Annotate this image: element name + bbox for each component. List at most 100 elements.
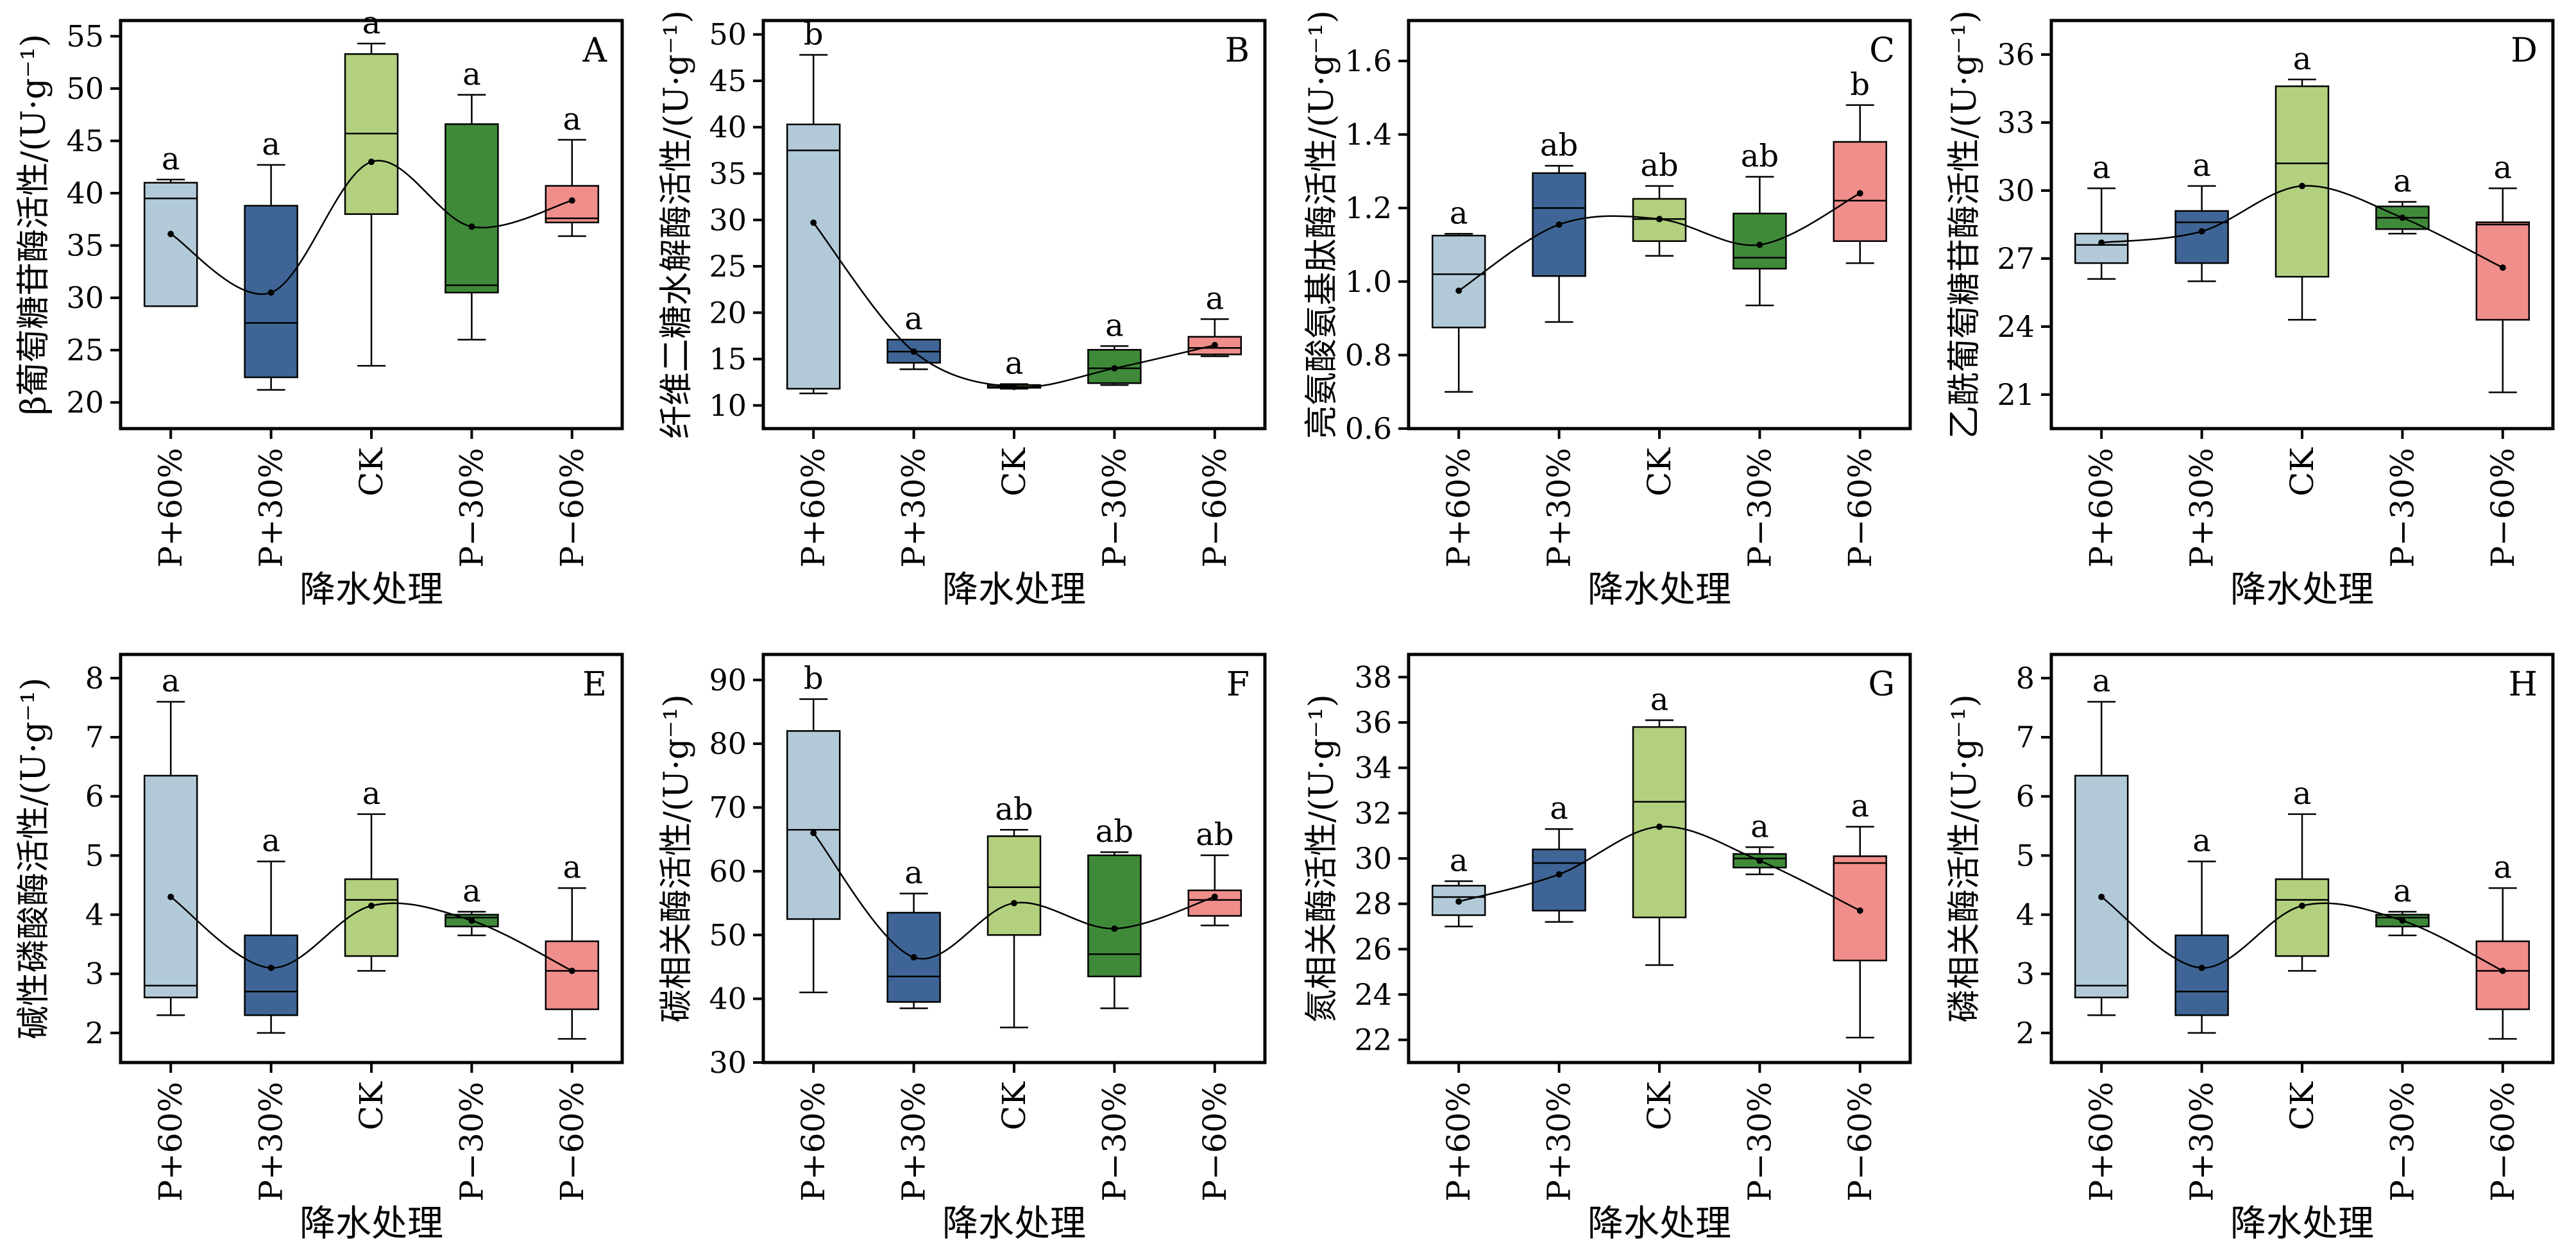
panel-label: B (1225, 31, 1250, 70)
significance-letter: b (1850, 67, 1870, 103)
iqr-box (2275, 878, 2330, 957)
significance-letter: ab (1540, 127, 1578, 163)
y-tick-label: 21 (1997, 377, 2035, 412)
y-tick-label: 50 (66, 71, 104, 106)
mean-point (1656, 216, 1663, 223)
x-tick-label: P−60% (554, 448, 591, 568)
significance-letter: a (1550, 790, 1568, 826)
box-5: ab (1187, 817, 1242, 926)
x-tick-label: P+30% (2183, 1082, 2221, 1202)
significance-letter: b (804, 661, 824, 697)
iqr-box (445, 123, 499, 294)
y-tick-label: 0.6 (1345, 411, 1392, 446)
significance-letter: a (563, 101, 581, 137)
y-tick-label: 36 (1354, 705, 1392, 740)
x-axis-title: 降水处理 (942, 569, 1086, 611)
mean-point (2198, 964, 2205, 971)
panel-c: 0.6 0.8 1.0 1.2 1.4 1.6 a ab ab ab b P+60% P+30% CK P−… (1303, 10, 1912, 611)
box-1: a (1431, 842, 1486, 928)
mean-point (1211, 893, 1218, 900)
x-tick-label: P−60% (1196, 1082, 1233, 1202)
y-tick-label: 5 (2016, 838, 2035, 873)
mean-point (267, 289, 275, 296)
mean-point (1756, 241, 1763, 248)
x-tick-label: P−30% (453, 448, 490, 568)
significance-letter: a (904, 855, 923, 891)
y-tick-label: 90 (709, 663, 747, 697)
y-tick-label: 27 (1997, 241, 2035, 276)
y-tick-label: 33 (1997, 105, 2035, 140)
iqr-box (344, 878, 399, 957)
panel-e: 2 3 4 5 6 7 8 a a a a a P+60% P+30% CK P−30% P−60% E 降水处理 碱… (15, 653, 624, 1245)
iqr-box (1087, 854, 1142, 978)
iqr-box (1733, 212, 1787, 270)
y-tick-label: 50 (709, 17, 747, 52)
x-tick-label: CK (1641, 1080, 1678, 1130)
box-4: a (1733, 808, 1787, 875)
mean-point (1856, 907, 1863, 914)
significance-letter: ab (995, 791, 1033, 827)
box-1: b (786, 661, 841, 993)
x-axis-title: 降水处理 (1588, 569, 1731, 611)
y-tick-label: 8 (2016, 661, 2035, 696)
mean-point (2299, 182, 2305, 189)
x-tick-label: CK (353, 447, 390, 496)
box-1: a (2074, 149, 2129, 280)
x-tick-label: P−60% (2484, 1082, 2521, 1202)
mean-point (2399, 917, 2406, 924)
box-5: a (2475, 149, 2530, 393)
box-1: a (143, 663, 198, 1016)
y-tick-label: 20 (66, 385, 104, 420)
box-1: a (143, 141, 198, 307)
x-axis-title: 降水处理 (1588, 1203, 1731, 1245)
panel-g: 22 24 26 28 30 32 34 36 38 a a a a a P+60% P+30% CK P−30%… (1303, 653, 1912, 1245)
y-tick-label: 4 (2016, 898, 2035, 932)
box-4: ab (1087, 814, 1142, 1009)
x-tick-label: P+60% (795, 448, 832, 568)
y-tick-label: 15 (709, 342, 747, 377)
iqr-box (1431, 885, 1486, 916)
y-tick-label: 35 (709, 157, 747, 191)
significance-letter: a (2192, 148, 2211, 184)
mean-trend-line (2101, 896, 2504, 972)
x-tick-label: P+30% (253, 1082, 290, 1202)
mean-point (1011, 900, 1017, 907)
mean-point (568, 968, 575, 975)
x-tick-label: P+30% (895, 1082, 933, 1202)
significance-letter: a (462, 56, 481, 92)
y-tick-label: 30 (66, 280, 104, 315)
x-tick-label: P−30% (1096, 1082, 1133, 1202)
significance-letter: a (2092, 149, 2111, 185)
y-tick-label: 10 (709, 388, 747, 423)
x-tick-label: P+30% (253, 448, 290, 568)
y-tick-label: 30 (709, 203, 747, 237)
y-tick-label: 45 (709, 64, 747, 98)
significance-letter: ab (1640, 148, 1678, 184)
panel-a: 20 25 30 35 40 45 50 55 a a a a a P+60% P+30% CK P−30% P−… (15, 5, 624, 611)
y-tick-label: 5 (85, 838, 104, 873)
significance-letter: a (1450, 195, 1468, 231)
significance-letter: a (1005, 346, 1024, 382)
box-2: a (244, 126, 298, 391)
mean-point (2399, 214, 2406, 221)
y-tick-label: 7 (85, 720, 104, 755)
significance-letter: a (162, 141, 180, 177)
y-tick-label: 2 (2016, 1016, 2035, 1050)
mean-point (810, 219, 817, 226)
iqr-box (987, 835, 1042, 936)
mean-point (810, 830, 817, 837)
y-tick-label: 38 (1354, 660, 1392, 694)
iqr-box (1632, 726, 1687, 919)
y-tick-label: 3 (85, 957, 104, 991)
panel-f: 30 40 50 60 70 80 90 b a ab ab ab P+60% P+30% CK P−30% P… (657, 653, 1267, 1245)
x-tick-label: P+60% (152, 1082, 189, 1202)
panel-h: 2 3 4 5 6 7 8 a a a a a P+60% P+30% CK P−30% P−60% H 降水处理 磷… (1945, 653, 2555, 1245)
box-4: a (445, 873, 499, 937)
box-1: a (1431, 195, 1486, 393)
iqr-box (1087, 348, 1142, 384)
panel-b: 10 15 20 25 30 35 40 45 50 b a a a a P+60% P+30% CK P−30%… (657, 10, 1267, 611)
box-2: a (886, 855, 941, 1009)
panel-label: H (2509, 665, 2538, 704)
y-tick-label: 40 (66, 176, 104, 210)
x-tick-label: P+60% (1440, 448, 1477, 568)
